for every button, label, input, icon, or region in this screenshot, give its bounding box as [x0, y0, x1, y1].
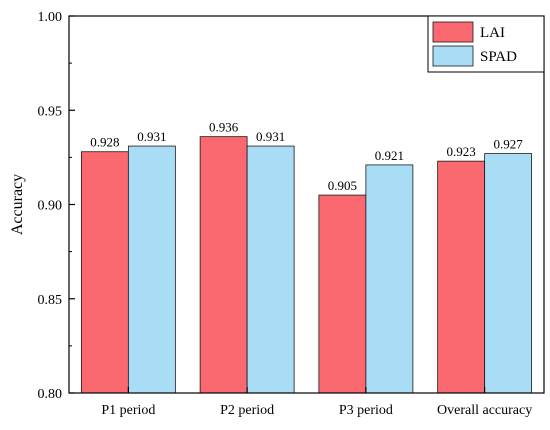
data-label-lai-3: 0.905 [328, 178, 357, 193]
y-tick-label: 1.00 [38, 10, 63, 25]
y-axis-title: Accuracy [9, 174, 26, 235]
x-tick-label: P1 period [101, 403, 155, 418]
bar-lai-3 [318, 194, 367, 394]
bar-spad-1 [127, 145, 176, 394]
x-tick-label: P3 period [339, 403, 393, 418]
legend-swatch-spad [432, 45, 474, 67]
data-label-spad-2: 0.931 [256, 129, 285, 144]
data-label-spad-1: 0.931 [137, 129, 166, 144]
legend-label-lai: LAI [480, 25, 505, 41]
y-tick-label: 0.95 [38, 104, 63, 119]
bar-lai-1 [80, 151, 129, 394]
bar-lai-2 [199, 136, 248, 394]
data-label-lai-4: 0.923 [447, 144, 476, 159]
x-tick-label: Overall accuracy [437, 403, 532, 418]
legend-label-spad: SPAD [480, 49, 517, 65]
x-tick-label: P2 period [220, 403, 274, 418]
data-label-spad-3: 0.921 [375, 148, 404, 163]
bar-spad-4 [484, 153, 533, 394]
y-tick-label: 0.85 [38, 293, 63, 308]
bar-spad-2 [246, 145, 295, 394]
data-label-spad-4: 0.927 [494, 137, 524, 152]
data-label-lai-1: 0.928 [90, 135, 119, 150]
y-tick-label: 0.90 [38, 199, 63, 214]
bar-lai-4 [437, 160, 486, 394]
y-tick-label: 0.80 [38, 387, 63, 402]
bar-spad-3 [365, 164, 414, 394]
data-label-lai-2: 0.936 [209, 120, 239, 135]
legend-swatch-lai [432, 21, 474, 43]
